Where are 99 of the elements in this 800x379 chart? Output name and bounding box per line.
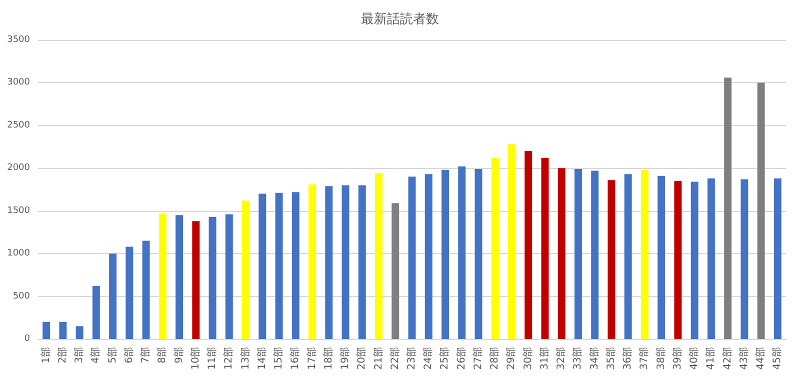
y-tick-label: 2500 xyxy=(7,120,30,130)
bar xyxy=(342,185,350,339)
y-tick-label: 0 xyxy=(24,334,30,344)
bar xyxy=(76,326,84,339)
x-tick-label: 17部 xyxy=(306,347,318,370)
x-tick-label: 6部 xyxy=(122,347,135,364)
x-tick-label: 23部 xyxy=(406,347,418,370)
x-tick-label: 27部 xyxy=(472,347,484,370)
x-tick-label: 38部 xyxy=(654,347,667,370)
y-tick-label: 1500 xyxy=(7,206,30,216)
bar xyxy=(59,322,67,339)
x-tick-label: 37部 xyxy=(638,347,650,370)
bar xyxy=(258,194,266,339)
bar xyxy=(707,178,715,339)
bar xyxy=(42,322,50,339)
x-tick-label: 15部 xyxy=(272,347,285,370)
bar xyxy=(541,158,549,339)
x-tick-label: 10部 xyxy=(189,347,202,370)
bar xyxy=(242,200,250,339)
x-tick-label: 4部 xyxy=(90,347,102,364)
bar xyxy=(690,182,698,339)
bar xyxy=(408,176,416,339)
bar xyxy=(375,173,382,339)
bar xyxy=(275,192,283,339)
x-tick-label: 20部 xyxy=(356,347,368,370)
x-tick-label: 43部 xyxy=(738,347,750,370)
y-tick-label: 3000 xyxy=(7,78,30,88)
bar xyxy=(358,185,366,339)
bar xyxy=(608,180,616,339)
x-tick-label: 40部 xyxy=(688,347,700,370)
bar xyxy=(392,203,400,339)
x-tick-label: 22部 xyxy=(388,347,401,370)
bar xyxy=(208,216,216,339)
x-tick-label: 24部 xyxy=(422,347,434,370)
bar xyxy=(308,184,316,339)
x-tick-label: 18部 xyxy=(322,347,334,370)
x-tick-label: 2部 xyxy=(56,347,68,364)
x-tick-label: 7部 xyxy=(140,347,152,364)
x-tick-label: 26部 xyxy=(455,347,468,370)
x-tick-label: 31部 xyxy=(538,347,550,370)
x-tick-label: 32部 xyxy=(555,347,568,370)
bar xyxy=(674,180,682,339)
x-tick-label: 42部 xyxy=(721,347,734,370)
bar xyxy=(458,166,466,339)
bar xyxy=(176,215,184,339)
x-tick-label: 30部 xyxy=(522,347,534,370)
bar xyxy=(591,170,599,339)
bar xyxy=(442,170,449,339)
y-tick-label: 500 xyxy=(12,291,30,302)
y-tick-label: 2000 xyxy=(7,163,30,174)
chart-title: 最新話読者数 xyxy=(361,12,439,27)
x-tick-label: 36部 xyxy=(622,347,634,370)
bar xyxy=(558,168,566,339)
x-tick-label: 45部 xyxy=(771,347,784,370)
y-tick-label: 1000 xyxy=(7,248,30,259)
x-tick-label: 13部 xyxy=(239,347,252,370)
bar xyxy=(424,174,432,339)
x-tick-label: 29部 xyxy=(505,347,518,370)
bar xyxy=(757,82,765,339)
bar xyxy=(192,221,200,339)
x-tick-label: 33部 xyxy=(572,347,584,370)
x-tick-label: 25部 xyxy=(438,347,451,370)
bar xyxy=(491,158,499,339)
bar xyxy=(92,286,100,339)
x-tick-label: 34部 xyxy=(588,347,600,370)
bar xyxy=(574,168,582,339)
bar xyxy=(325,186,333,339)
bar xyxy=(292,192,300,339)
bar xyxy=(474,168,482,339)
x-tick-label: 16部 xyxy=(289,347,302,370)
x-tick-label: 1部 xyxy=(40,347,52,364)
bar xyxy=(624,174,632,339)
x-tick-label: 41部 xyxy=(704,347,717,370)
x-tick-label: 12部 xyxy=(222,347,235,370)
bar xyxy=(508,144,516,339)
x-tick-label: 44部 xyxy=(754,347,767,370)
bar xyxy=(158,213,166,339)
bar xyxy=(658,176,666,339)
x-tick-label: 35部 xyxy=(604,347,617,370)
bar xyxy=(225,214,233,339)
bar xyxy=(724,78,732,339)
bar xyxy=(774,178,782,339)
x-tick-label: 28部 xyxy=(488,347,501,370)
x-tick-label: 21部 xyxy=(372,347,384,370)
x-tick-label: 8部 xyxy=(156,347,168,364)
bar xyxy=(740,179,748,339)
bar xyxy=(640,170,648,339)
x-tick-label: 39部 xyxy=(671,347,684,370)
bar xyxy=(126,246,134,339)
bar xyxy=(109,254,117,339)
y-tick-label: 3500 xyxy=(7,35,30,45)
bar xyxy=(524,151,532,339)
x-tick-label: 5部 xyxy=(106,347,118,364)
x-tick-label: 11部 xyxy=(206,347,218,370)
x-tick-label: 14部 xyxy=(256,347,268,370)
x-tick-label: 3部 xyxy=(73,347,86,364)
x-tick-label: 19部 xyxy=(339,347,352,370)
bar xyxy=(142,240,150,339)
x-tick-label: 9部 xyxy=(172,347,185,364)
